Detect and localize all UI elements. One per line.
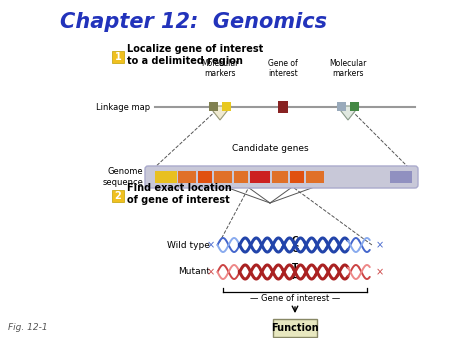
- FancyBboxPatch shape: [250, 171, 270, 183]
- Text: T: T: [292, 263, 298, 272]
- FancyBboxPatch shape: [350, 102, 359, 111]
- FancyBboxPatch shape: [306, 171, 324, 183]
- Text: ×: ×: [375, 267, 383, 277]
- Text: Linkage map: Linkage map: [96, 102, 150, 112]
- Text: Candidate genes: Candidate genes: [232, 144, 308, 153]
- FancyBboxPatch shape: [390, 171, 412, 183]
- Text: Wild type: Wild type: [167, 241, 210, 249]
- Text: Molecular
markers: Molecular markers: [201, 58, 238, 78]
- Text: — Gene of interest —: — Gene of interest —: [250, 294, 340, 303]
- FancyBboxPatch shape: [290, 171, 304, 183]
- FancyBboxPatch shape: [112, 190, 124, 202]
- FancyBboxPatch shape: [278, 101, 288, 113]
- Polygon shape: [337, 106, 359, 120]
- FancyBboxPatch shape: [145, 166, 418, 188]
- Text: Find exact location
of gene of interest: Find exact location of gene of interest: [127, 183, 232, 205]
- Polygon shape: [209, 106, 231, 120]
- Text: 2: 2: [115, 191, 122, 201]
- FancyBboxPatch shape: [337, 102, 346, 111]
- Text: Molecular
markers: Molecular markers: [329, 58, 367, 78]
- FancyBboxPatch shape: [214, 171, 232, 183]
- Text: A: A: [292, 272, 298, 281]
- FancyBboxPatch shape: [234, 171, 248, 183]
- Text: Genome
sequence: Genome sequence: [102, 167, 143, 187]
- FancyBboxPatch shape: [112, 51, 124, 63]
- FancyBboxPatch shape: [273, 319, 317, 337]
- Text: ×: ×: [375, 240, 383, 250]
- FancyBboxPatch shape: [209, 102, 218, 111]
- Text: Fig. 12-1: Fig. 12-1: [8, 323, 48, 333]
- Text: Chapter 12:  Genomics: Chapter 12: Genomics: [60, 12, 327, 32]
- FancyBboxPatch shape: [222, 102, 231, 111]
- Text: C: C: [292, 236, 298, 245]
- Text: ×: ×: [207, 240, 215, 250]
- Text: Function: Function: [271, 323, 319, 333]
- Text: Localize gene of interest
to a delimited region: Localize gene of interest to a delimited…: [127, 44, 263, 66]
- Text: Mutant: Mutant: [178, 267, 210, 276]
- Text: ×: ×: [207, 267, 215, 277]
- Text: G: G: [291, 245, 299, 254]
- FancyBboxPatch shape: [198, 171, 212, 183]
- FancyBboxPatch shape: [272, 171, 288, 183]
- Text: 1: 1: [115, 52, 122, 62]
- FancyBboxPatch shape: [178, 171, 196, 183]
- FancyBboxPatch shape: [155, 171, 177, 183]
- Text: Gene of
interest: Gene of interest: [268, 58, 298, 78]
